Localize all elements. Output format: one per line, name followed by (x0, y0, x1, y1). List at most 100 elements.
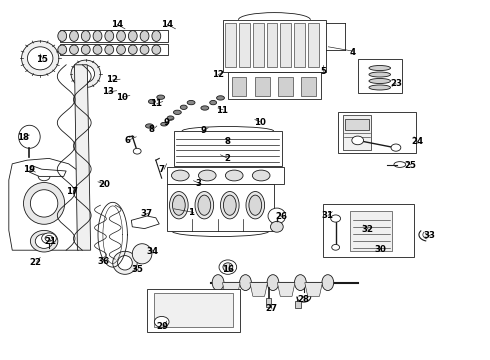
Text: 35: 35 (131, 266, 143, 274)
Ellipse shape (180, 105, 187, 109)
Ellipse shape (128, 31, 137, 41)
Text: 34: 34 (147, 247, 159, 256)
Bar (295, 301, 301, 308)
Bar (343, 115, 371, 150)
Ellipse shape (128, 45, 137, 54)
Text: 15: 15 (36, 55, 48, 64)
Text: 29: 29 (157, 323, 169, 331)
Ellipse shape (223, 195, 236, 215)
Bar (255, 77, 270, 96)
Ellipse shape (113, 251, 137, 274)
Polygon shape (74, 65, 91, 250)
Ellipse shape (240, 275, 251, 291)
Text: 32: 32 (362, 225, 373, 234)
Text: 26: 26 (275, 212, 287, 221)
Ellipse shape (201, 106, 209, 110)
Bar (154, 293, 233, 327)
Ellipse shape (246, 192, 265, 219)
Bar (278, 77, 293, 96)
Text: 33: 33 (423, 231, 435, 240)
Bar (239, 23, 250, 67)
Text: 30: 30 (374, 245, 386, 253)
Ellipse shape (58, 45, 67, 54)
Ellipse shape (187, 100, 195, 105)
Polygon shape (277, 283, 295, 296)
Ellipse shape (81, 45, 90, 54)
Bar (253, 23, 264, 67)
Ellipse shape (369, 78, 391, 84)
Ellipse shape (19, 125, 40, 148)
Text: 12: 12 (106, 76, 118, 85)
Ellipse shape (70, 31, 78, 41)
Ellipse shape (223, 263, 233, 271)
Ellipse shape (105, 45, 114, 54)
Ellipse shape (148, 99, 155, 104)
Text: 12: 12 (212, 71, 224, 79)
Text: 10: 10 (254, 118, 266, 127)
Bar (225, 23, 236, 67)
Ellipse shape (172, 170, 189, 181)
Ellipse shape (332, 244, 340, 250)
Text: 13: 13 (102, 87, 114, 96)
Ellipse shape (167, 116, 174, 120)
Ellipse shape (140, 45, 149, 54)
Ellipse shape (352, 136, 364, 145)
Bar (228, 72, 321, 99)
Text: 20: 20 (98, 180, 110, 189)
Ellipse shape (35, 234, 53, 248)
Bar (60, 30, 168, 42)
Ellipse shape (219, 260, 237, 274)
Ellipse shape (38, 172, 50, 181)
Bar (60, 44, 168, 55)
Ellipse shape (27, 47, 53, 70)
Polygon shape (29, 166, 66, 176)
Text: 14: 14 (161, 20, 172, 29)
Text: 21: 21 (44, 237, 56, 246)
Ellipse shape (252, 170, 270, 181)
Text: 27: 27 (265, 305, 277, 313)
Text: 9: 9 (164, 118, 170, 127)
Ellipse shape (93, 31, 102, 41)
Text: 22: 22 (30, 258, 42, 266)
Text: 24: 24 (412, 137, 423, 146)
Ellipse shape (70, 45, 78, 54)
Ellipse shape (157, 95, 165, 99)
Text: 6: 6 (124, 136, 130, 145)
Text: 10: 10 (116, 93, 127, 102)
Text: 19: 19 (24, 165, 35, 174)
Bar (280, 23, 291, 67)
Ellipse shape (105, 31, 114, 41)
Ellipse shape (117, 45, 125, 54)
Polygon shape (250, 283, 268, 296)
Text: 31: 31 (321, 211, 333, 220)
Bar (338, 112, 416, 153)
Bar (345, 119, 369, 130)
Ellipse shape (369, 85, 391, 90)
Text: 5: 5 (320, 68, 326, 77)
Ellipse shape (331, 215, 341, 222)
Bar (350, 211, 392, 251)
Text: 3: 3 (196, 179, 201, 188)
Bar (174, 131, 282, 166)
Bar (308, 23, 319, 67)
Ellipse shape (22, 41, 59, 76)
Ellipse shape (249, 195, 262, 215)
Ellipse shape (210, 100, 217, 105)
Ellipse shape (161, 122, 168, 126)
Ellipse shape (117, 31, 125, 41)
Bar (323, 204, 414, 257)
Ellipse shape (195, 192, 214, 219)
Ellipse shape (322, 275, 334, 291)
Text: 4: 4 (350, 48, 356, 57)
Text: 8: 8 (225, 137, 231, 146)
Ellipse shape (267, 275, 279, 291)
Text: 37: 37 (141, 209, 153, 217)
Text: 18: 18 (18, 133, 29, 142)
Ellipse shape (198, 170, 216, 181)
Ellipse shape (146, 124, 153, 128)
Bar (167, 167, 284, 184)
Ellipse shape (217, 96, 224, 100)
Bar (294, 23, 305, 67)
Ellipse shape (58, 31, 67, 41)
Ellipse shape (42, 233, 56, 244)
